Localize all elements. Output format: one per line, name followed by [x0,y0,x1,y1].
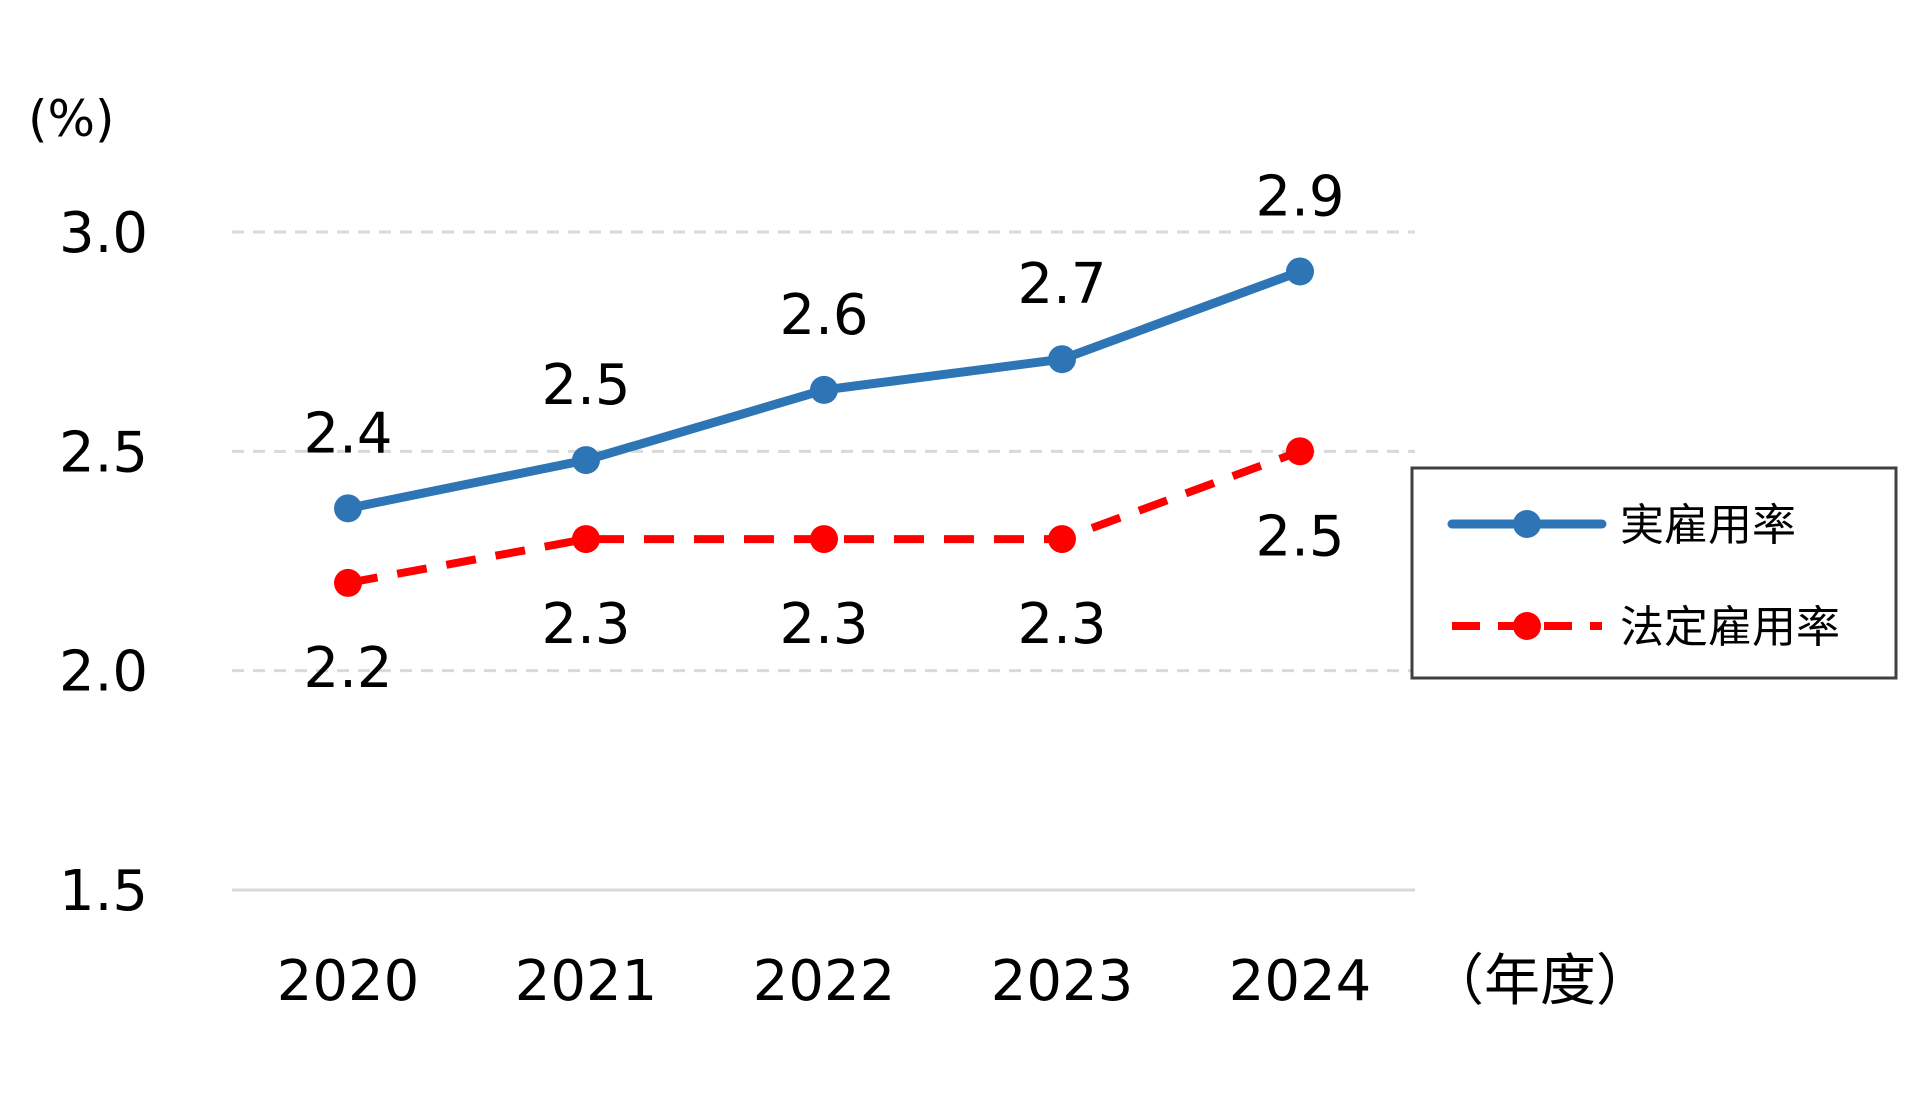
data-labels: 2.4 2.5 2.6 2.7 2.9 2.2 2.3 2.3 2.3 2.5 [303,164,1344,700]
legend-box [1410,466,1898,680]
y-tick-label: 3.0 [59,201,148,266]
data-label-actual-rate: 2.7 [1017,252,1106,317]
data-label-actual-rate: 2.6 [779,283,868,348]
data-label-statutory-rate: 2.3 [1017,592,1106,657]
data-point-actual-rate [1286,257,1314,286]
data-label-statutory-rate: 2.3 [541,592,630,657]
x-tick-label: 2024 [1229,949,1372,1014]
data-point-statutory-rate [1286,437,1314,466]
series-lines [334,257,1314,597]
data-label-actual-rate: 2.9 [1255,164,1344,229]
y-tick-label: 2.0 [59,640,148,705]
data-label-actual-rate: 2.4 [303,401,392,466]
x-tick-label: 2021 [515,949,658,1014]
data-point-actual-rate [572,446,600,475]
series-line-statutory-rate [347,447,1302,587]
data-point-statutory-rate [572,525,600,554]
data-point-statutory-rate [810,525,838,554]
data-point-statutory-rate [334,568,362,597]
legend-label-statutory-rate: 法定雇用率 [1620,602,1840,653]
x-tick-label: 2023 [991,949,1134,1014]
data-label-statutory-rate: 2.3 [779,592,868,657]
x-axis-tick-labels: 2020 2021 2022 2023 2024 [277,949,1372,1014]
data-point-statutory-rate [1048,525,1076,554]
x-tick-label: 2022 [753,949,896,1014]
data-point-actual-rate [1048,345,1076,374]
data-label-actual-rate: 2.5 [541,353,630,418]
legend-swatch-actual-rate-marker [1513,510,1541,538]
data-point-actual-rate [810,375,838,404]
y-tick-label: 1.5 [59,859,148,924]
gridlines [232,230,1415,892]
data-point-actual-rate [334,494,362,523]
legend-label-actual-rate: 実雇用率 [1620,500,1796,551]
y-axis-tick-labels: 1.5 2.0 2.5 3.0 [59,201,148,924]
legend: 実雇用率 法定雇用率 [1410,466,1898,680]
data-label-statutory-rate: 2.5 [1255,504,1344,569]
legend-swatch-statutory-rate-marker [1513,612,1541,640]
y-axis-unit-label: (%) [28,90,115,148]
y-tick-label: 2.5 [59,420,148,485]
data-label-statutory-rate: 2.2 [303,636,392,701]
x-tick-label: 2020 [277,949,420,1014]
x-axis-unit-label: （年度） [1428,949,1652,1014]
